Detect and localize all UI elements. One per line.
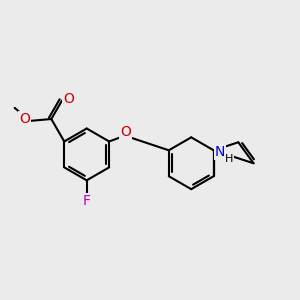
Text: O: O	[120, 125, 131, 139]
Text: H: H	[225, 154, 233, 164]
Text: F: F	[83, 194, 91, 208]
Text: N: N	[215, 145, 225, 159]
Text: O: O	[63, 92, 74, 106]
Text: O: O	[19, 112, 30, 126]
